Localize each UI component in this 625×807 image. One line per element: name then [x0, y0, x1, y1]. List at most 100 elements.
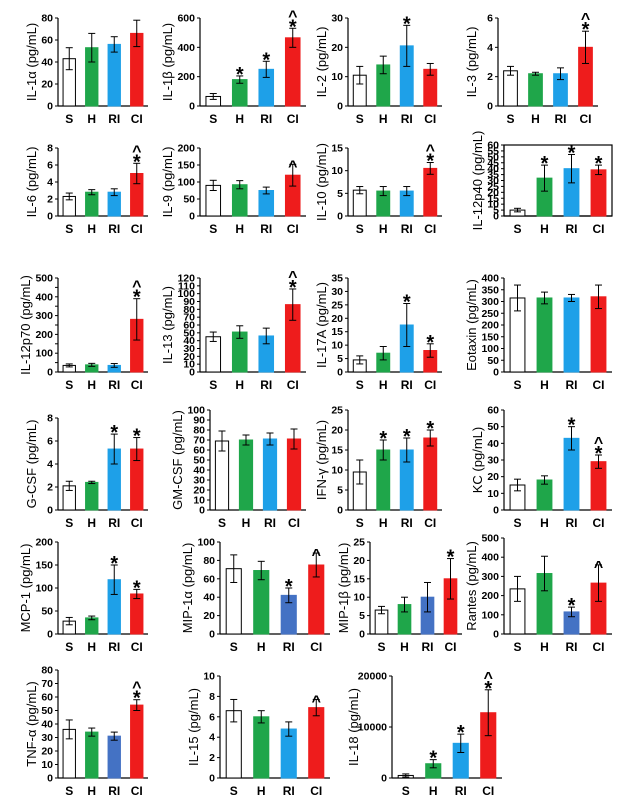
significance-caret: ^	[288, 158, 297, 175]
significance-star: *	[133, 151, 141, 173]
y-tick-label: 60	[487, 405, 499, 417]
category-label: S	[506, 112, 514, 126]
y-tick-label: 20	[487, 471, 499, 483]
y-tick-label: 600	[177, 13, 195, 25]
y-tick-label: 0	[47, 101, 53, 113]
y-tick-label: 30	[193, 475, 205, 487]
y-axis-label: GM-CSF (pg/mL)	[170, 410, 185, 510]
category-label: CI	[580, 112, 592, 126]
category-label: S	[65, 640, 73, 654]
y-tick-label: 10	[331, 165, 343, 177]
y-tick-label: 10	[331, 465, 343, 477]
category-label: H	[242, 516, 251, 530]
category-label: H	[87, 378, 96, 392]
significance-star: *	[484, 678, 492, 700]
significance-star: *	[582, 19, 590, 41]
y-tick-label: 200	[177, 143, 195, 155]
category-label: S	[513, 222, 521, 236]
category-label: S	[209, 222, 217, 236]
y-tick-label: 0	[337, 101, 343, 113]
y-tick-label: 60	[183, 320, 195, 332]
y-tick-label: 5	[337, 188, 343, 200]
y-tick-label: 110	[178, 280, 195, 292]
bar	[130, 704, 144, 779]
category-label: S	[513, 378, 521, 392]
y-tick-label: 50	[487, 355, 499, 367]
y-axis-label: IL-18 (pg/mL)	[346, 688, 361, 766]
significance-star: *	[403, 13, 411, 35]
y-axis-label: IL-17A (pg/mL)	[314, 282, 329, 368]
significance-star: *	[426, 418, 434, 440]
y-tick-label: 0	[189, 101, 195, 113]
y-tick-label: 0	[209, 773, 215, 785]
y-axis-label: IFN-γ (pg/mL)	[314, 420, 329, 500]
y-tick-label: 300	[35, 310, 53, 322]
y-tick-label: 20	[41, 746, 53, 758]
y-tick-label: 10	[203, 671, 215, 683]
bar	[503, 70, 518, 107]
y-tick-label: 350	[481, 284, 499, 296]
category-label: CI	[131, 784, 143, 798]
y-tick-label: 8	[209, 691, 215, 703]
significance-caret: ^	[594, 559, 603, 576]
bar	[563, 297, 580, 373]
y-tick-label: 30	[183, 343, 195, 355]
y-tick-label: 80	[41, 13, 53, 25]
bar	[85, 731, 99, 779]
category-label: CI	[131, 378, 143, 392]
y-axis-label: IL-12p70 (pg/mL)	[18, 275, 33, 375]
y-axis-label: IL-10 (pg/mL)	[314, 143, 329, 221]
category-label: RI	[260, 378, 272, 392]
category-label: CI	[424, 112, 436, 126]
y-tick-label: 500	[35, 273, 53, 285]
significance-caret: ^	[288, 8, 297, 25]
category-label: RI	[401, 378, 413, 392]
y-axis-label: IL-2 (pg/mL)	[314, 27, 329, 98]
y-tick-label: 10	[331, 71, 343, 83]
significance-caret: ^	[132, 143, 141, 160]
y-tick-label: 50	[487, 151, 499, 163]
significance-star: *	[426, 151, 434, 173]
significance-star: *	[568, 142, 576, 164]
y-tick-label: 2	[487, 71, 493, 83]
y-tick-label: 15	[353, 573, 365, 585]
y-tick-label: 30	[331, 286, 343, 298]
significance-star: *	[457, 722, 465, 744]
category-label: S	[356, 516, 364, 530]
category-label: H	[235, 222, 244, 236]
y-tick-label: 100	[177, 177, 195, 189]
category-label: CI	[593, 222, 605, 236]
y-axis-label: IL-1β (pg/mL)	[160, 23, 175, 101]
significance-star: *	[426, 332, 434, 354]
y-axis-label: IL-6 (pg/mL)	[24, 147, 39, 218]
y-tick-label: 60	[487, 140, 499, 152]
y-tick-label: 20	[353, 555, 365, 567]
bar	[253, 716, 270, 779]
category-label: RI	[108, 378, 120, 392]
y-tick-label: 400	[177, 42, 195, 54]
category-label: CI	[287, 378, 299, 392]
y-axis-label: Rantes (pg/mL)	[464, 541, 479, 631]
significance-star: *	[568, 595, 576, 617]
category-label: H	[257, 640, 266, 654]
y-tick-label: 15	[331, 445, 343, 457]
y-tick-label: 100	[35, 583, 53, 595]
y-tick-label: 0	[47, 505, 53, 517]
y-tick-label: 4	[47, 459, 53, 471]
y-tick-label: 30	[487, 455, 499, 467]
category-label: RI	[260, 112, 272, 126]
y-tick-label: 0	[359, 629, 365, 641]
y-tick-label: 45	[487, 157, 499, 169]
y-tick-label: 30	[41, 732, 53, 744]
y-tick-label: 20	[487, 187, 499, 199]
category-label: CI	[424, 222, 436, 236]
category-label: CI	[424, 378, 436, 392]
y-tick-label: 100	[187, 405, 205, 417]
significance-caret: ^	[312, 693, 321, 710]
category-label: H	[379, 222, 388, 236]
